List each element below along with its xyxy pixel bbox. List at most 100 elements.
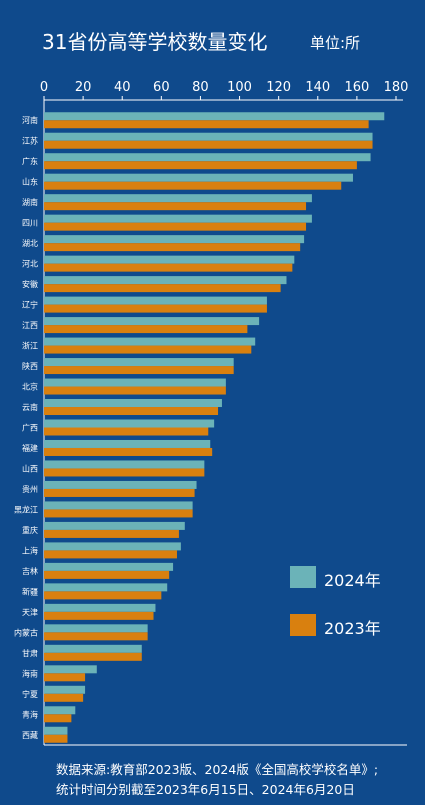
bar-2024 (44, 583, 168, 592)
bar-2023 (44, 509, 193, 518)
bar-2023 (44, 570, 170, 579)
category-label: 四川 (22, 219, 38, 228)
bar-2024 (44, 235, 305, 244)
bar-2023 (44, 202, 307, 211)
bar-2024 (44, 214, 312, 223)
bar-2024 (44, 337, 256, 346)
bar-2023 (44, 550, 177, 559)
bar-2024 (44, 665, 97, 674)
bar-2023 (44, 447, 213, 456)
category-label: 甘肃 (22, 648, 38, 658)
bar-2024 (44, 603, 156, 612)
category-label: 上海 (22, 545, 38, 555)
bar-2024 (44, 132, 373, 141)
bar-2023 (44, 243, 301, 252)
bar-2024 (44, 399, 222, 408)
category-label: 西藏 (22, 730, 38, 740)
bar-2023 (44, 181, 342, 190)
category-label: 北京 (22, 382, 38, 392)
bar-2024 (44, 276, 287, 285)
category-label: 新疆 (22, 586, 38, 596)
x-tick-label: 0 (40, 80, 48, 95)
x-tick-label: 160 (344, 80, 369, 95)
bar-2024 (44, 378, 226, 387)
bar-2023 (44, 673, 86, 682)
bar-2024 (44, 112, 385, 121)
bar-2024 (44, 439, 211, 448)
category-label: 河南 (22, 115, 38, 125)
bar-2023 (44, 140, 373, 149)
bar-2024 (44, 685, 86, 694)
bar-2023 (44, 222, 307, 231)
category-label: 山东 (22, 177, 38, 187)
bar-2023 (44, 366, 234, 375)
bar-2024 (44, 542, 181, 551)
category-label: 江苏 (22, 136, 38, 146)
bar-2023 (44, 161, 357, 170)
bar-2023 (44, 529, 179, 538)
category-label: 贵州 (22, 484, 38, 494)
legend-swatch-2023 (290, 614, 316, 636)
category-label: 湖北 (22, 239, 38, 248)
bar-2024 (44, 255, 295, 264)
category-label: 吉林 (22, 566, 38, 576)
bar-2024 (44, 419, 215, 428)
bar-2023 (44, 591, 162, 600)
bar-2023 (44, 652, 142, 661)
bar-2024 (44, 317, 260, 326)
x-tick-label: 100 (227, 80, 252, 95)
bar-2024 (44, 460, 205, 469)
bar-2023 (44, 427, 209, 436)
bar-2023 (44, 611, 154, 620)
bar-2023 (44, 345, 252, 354)
bar-2024 (44, 173, 353, 182)
x-tick-label: 120 (266, 80, 291, 95)
bar-2024 (44, 358, 234, 367)
bar-2023 (44, 632, 148, 641)
bar-2024 (44, 562, 174, 571)
category-label: 湖南 (22, 197, 38, 207)
category-label: 天津 (22, 607, 38, 617)
bar-2023 (44, 284, 281, 293)
bar-2024 (44, 726, 68, 735)
category-label: 黑龙江 (14, 504, 38, 514)
bar-2023 (44, 263, 293, 272)
category-label: 广东 (22, 156, 38, 166)
category-label: 辽宁 (22, 300, 38, 310)
bar-2024 (44, 521, 185, 530)
category-label: 内蒙古 (14, 627, 38, 637)
bar-2023 (44, 468, 205, 477)
category-label: 江西 (22, 321, 38, 330)
category-label: 陕西 (22, 361, 38, 371)
chart-title: 31省份高等学校数量变化 (42, 30, 268, 54)
bar-2024 (44, 480, 197, 489)
x-tick-label: 140 (305, 80, 330, 95)
x-tick-label: 80 (192, 80, 209, 95)
bar-2023 (44, 714, 72, 723)
bar-2023 (44, 386, 226, 395)
category-label: 宁夏 (22, 689, 38, 699)
bar-2023 (44, 488, 195, 497)
x-tick-label: 20 (75, 80, 92, 95)
bar-2024 (44, 153, 371, 162)
category-label: 重庆 (22, 525, 38, 535)
bar-2024 (44, 194, 312, 203)
bar-2023 (44, 304, 267, 313)
bar-2024 (44, 296, 267, 305)
bar-2024 (44, 624, 148, 633)
bar-2023 (44, 693, 84, 702)
footnote-date: 统计时间分别截至2023年6月15日、2024年6月20日 (56, 782, 355, 797)
category-label: 云南 (22, 402, 38, 412)
category-label: 海南 (22, 668, 38, 678)
bar-2023 (44, 734, 68, 743)
category-label: 河北 (22, 259, 38, 269)
category-label: 广西 (22, 423, 38, 433)
category-label: 福建 (22, 443, 38, 453)
category-label: 安徽 (22, 279, 38, 289)
unit-label: 单位:所 (310, 34, 361, 52)
footnote-source: 数据来源:教育部2023版、2024版《全国高校学校名单》; (56, 762, 379, 777)
x-tick-label: 180 (384, 80, 409, 95)
category-label: 浙江 (22, 341, 38, 351)
bar-2023 (44, 325, 248, 334)
